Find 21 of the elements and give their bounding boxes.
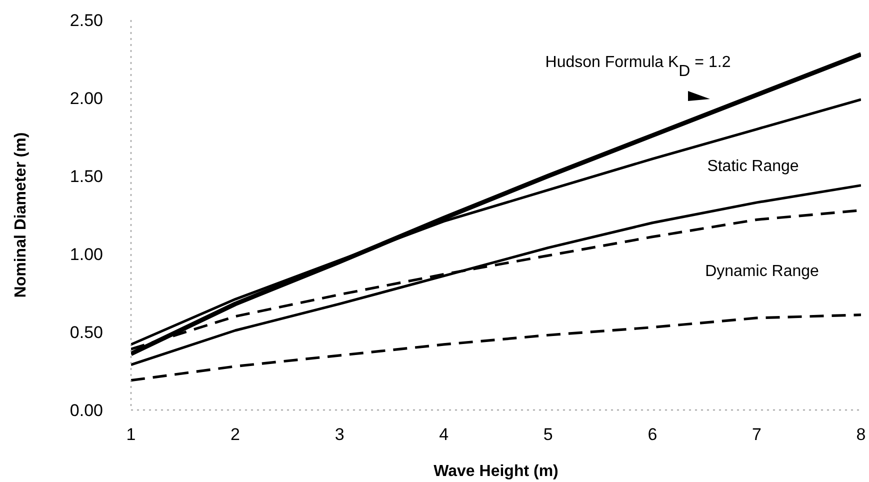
x-tick-label: 7 — [752, 425, 762, 444]
x-tick-label: 6 — [648, 425, 658, 444]
y-axis-title: Nominal Diameter (m) — [12, 132, 30, 298]
annotation: Static Range — [707, 158, 799, 176]
x-axis-title: Wave Height (m) — [434, 463, 558, 480]
x-tick-label: 8 — [856, 425, 866, 444]
x-tick-label: 1 — [126, 425, 136, 444]
annotation: Dynamic Range — [705, 263, 820, 280]
x-tick-label: 4 — [439, 425, 449, 444]
x-tick-label: 2 — [230, 425, 240, 444]
line-series — [131, 184, 861, 366]
x-tick-label: 3 — [334, 425, 344, 444]
y-tick-label: 0.50 — [70, 323, 103, 342]
x-tick-label: 5 — [543, 425, 553, 444]
line-series — [131, 314, 861, 382]
y-tick-label: 2.00 — [70, 89, 103, 108]
y-tick-label: 1.00 — [70, 245, 103, 264]
y-tick-label: 2.50 — [70, 11, 103, 30]
line-series — [131, 52, 861, 356]
y-tick-label: 0.00 — [70, 401, 103, 420]
y-tick-label: 1.50 — [70, 167, 103, 186]
